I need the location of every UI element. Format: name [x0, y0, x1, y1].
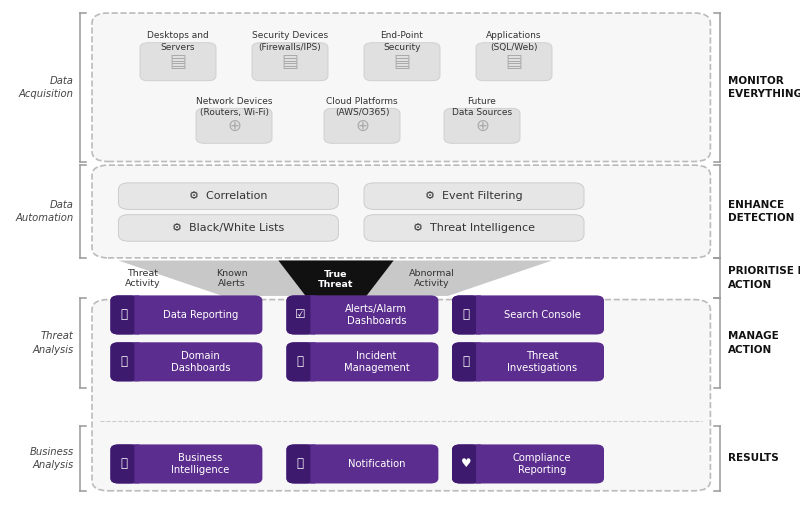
Text: Data Sources: Data Sources [452, 108, 512, 117]
FancyBboxPatch shape [452, 444, 604, 483]
FancyBboxPatch shape [286, 295, 314, 334]
FancyBboxPatch shape [110, 295, 138, 334]
Text: Applications: Applications [486, 31, 542, 40]
Text: Incident
Management: Incident Management [343, 351, 410, 373]
FancyBboxPatch shape [324, 108, 400, 143]
Text: Threat
Analysis: Threat Analysis [32, 331, 74, 355]
FancyBboxPatch shape [118, 215, 338, 241]
Text: True
Threat: True Threat [318, 269, 354, 289]
Text: Data
Acquisition: Data Acquisition [18, 76, 74, 99]
FancyBboxPatch shape [452, 295, 604, 334]
FancyBboxPatch shape [476, 342, 481, 381]
Text: End-Point: End-Point [381, 31, 423, 40]
FancyBboxPatch shape [92, 165, 710, 258]
Text: Desktops and: Desktops and [147, 31, 209, 40]
FancyBboxPatch shape [310, 342, 315, 381]
FancyBboxPatch shape [110, 444, 138, 483]
Text: ⊕: ⊕ [227, 117, 241, 135]
FancyBboxPatch shape [140, 43, 216, 81]
Text: ▤: ▤ [170, 53, 186, 71]
Text: 📊: 📊 [121, 355, 128, 368]
Text: Business
Intelligence: Business Intelligence [171, 453, 230, 475]
FancyBboxPatch shape [92, 13, 710, 162]
FancyBboxPatch shape [286, 444, 314, 483]
Text: 📈: 📈 [121, 457, 128, 470]
FancyBboxPatch shape [310, 444, 315, 483]
FancyBboxPatch shape [286, 342, 438, 381]
Text: Known
Alerts: Known Alerts [216, 268, 248, 288]
Text: ⚙  Black/White Lists: ⚙ Black/White Lists [172, 223, 285, 233]
FancyBboxPatch shape [286, 342, 314, 381]
Text: 🔧: 🔧 [297, 355, 304, 368]
FancyBboxPatch shape [110, 295, 262, 334]
Text: Servers: Servers [161, 43, 195, 52]
Text: (SQL/Web): (SQL/Web) [490, 43, 538, 52]
FancyBboxPatch shape [364, 183, 584, 209]
FancyBboxPatch shape [110, 444, 262, 483]
FancyBboxPatch shape [452, 342, 604, 381]
Text: ♥: ♥ [461, 457, 471, 470]
FancyBboxPatch shape [196, 108, 272, 143]
FancyBboxPatch shape [110, 342, 262, 381]
FancyBboxPatch shape [252, 43, 328, 81]
FancyBboxPatch shape [118, 183, 338, 209]
FancyBboxPatch shape [364, 43, 440, 81]
FancyBboxPatch shape [134, 295, 139, 334]
FancyBboxPatch shape [452, 444, 480, 483]
Text: (Firewalls/IPS): (Firewalls/IPS) [258, 43, 322, 52]
Polygon shape [118, 260, 552, 296]
FancyBboxPatch shape [476, 43, 552, 81]
Text: (Routers, Wi-Fi): (Routers, Wi-Fi) [199, 108, 269, 117]
FancyBboxPatch shape [92, 300, 710, 491]
FancyBboxPatch shape [286, 444, 438, 483]
FancyBboxPatch shape [444, 108, 520, 143]
Text: Search Console: Search Console [503, 310, 581, 320]
FancyBboxPatch shape [134, 444, 139, 483]
Text: Data Reporting: Data Reporting [162, 310, 238, 320]
Text: ⊕: ⊕ [355, 117, 369, 135]
Text: Future: Future [467, 97, 497, 106]
Text: ⚙  Correlation: ⚙ Correlation [189, 191, 268, 201]
Text: RESULTS: RESULTS [728, 453, 778, 464]
Text: (AWS/O365): (AWS/O365) [334, 108, 390, 117]
Text: Alerts/Alarm
Dashboards: Alerts/Alarm Dashboards [346, 304, 407, 326]
FancyBboxPatch shape [110, 342, 138, 381]
Text: 📱: 📱 [297, 457, 304, 470]
Text: ☑: ☑ [295, 308, 306, 321]
FancyBboxPatch shape [476, 444, 481, 483]
Text: Threat
Activity: Threat Activity [125, 268, 160, 288]
Text: ⊕: ⊕ [475, 117, 489, 135]
Text: Network Devices: Network Devices [196, 97, 272, 106]
Text: ⚙  Threat Intelligence: ⚙ Threat Intelligence [413, 223, 535, 233]
FancyBboxPatch shape [364, 215, 584, 241]
FancyBboxPatch shape [310, 295, 315, 334]
Text: 📋: 📋 [121, 308, 128, 321]
Text: Cloud Platforms: Cloud Platforms [326, 97, 398, 106]
Text: Business
Analysis: Business Analysis [30, 447, 74, 470]
Text: Abnormal
Activity: Abnormal Activity [409, 268, 455, 288]
FancyBboxPatch shape [134, 342, 139, 381]
Text: PRIORITISE FOR
ACTION: PRIORITISE FOR ACTION [728, 266, 800, 290]
Text: Security Devices: Security Devices [252, 31, 328, 40]
Text: MANAGE
ACTION: MANAGE ACTION [728, 331, 778, 355]
Text: ▤: ▤ [394, 53, 410, 71]
Text: Domain
Dashboards: Domain Dashboards [170, 351, 230, 373]
FancyBboxPatch shape [286, 295, 438, 334]
Text: Threat
Investigations: Threat Investigations [507, 351, 577, 373]
FancyBboxPatch shape [452, 295, 480, 334]
Text: ENHANCE
DETECTION: ENHANCE DETECTION [728, 200, 794, 223]
Text: 🏛: 🏛 [462, 355, 470, 368]
Text: 🔍: 🔍 [462, 308, 470, 321]
Text: Notification: Notification [348, 459, 405, 469]
Text: ▤: ▤ [282, 53, 298, 71]
Text: Compliance
Reporting: Compliance Reporting [513, 453, 571, 475]
Polygon shape [278, 260, 394, 296]
Text: Data
Automation: Data Automation [15, 200, 74, 223]
Text: MONITOR
EVERYTHING: MONITOR EVERYTHING [728, 76, 800, 99]
FancyBboxPatch shape [452, 342, 480, 381]
FancyBboxPatch shape [476, 295, 481, 334]
Text: ⚙  Event Filtering: ⚙ Event Filtering [425, 191, 523, 201]
Text: ▤: ▤ [506, 53, 522, 71]
Text: Security: Security [383, 43, 421, 52]
